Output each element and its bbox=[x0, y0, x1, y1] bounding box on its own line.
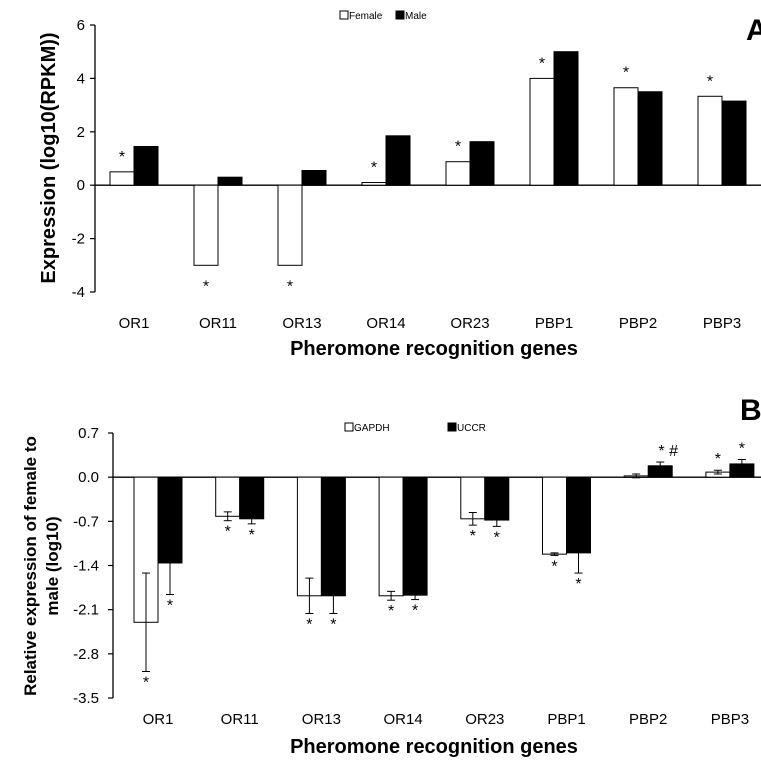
panel-a-y-axis-title: Expression (log10(RPKM)) bbox=[38, 32, 60, 283]
panel-a-y-tick-label: 4 bbox=[77, 70, 85, 87]
panel-a-bar-female bbox=[697, 95, 723, 186]
panel-b-x-tick-label: OR23 bbox=[465, 711, 504, 728]
panel-a-label: A bbox=[746, 14, 761, 47]
panel-b-x-tick-label: PBP3 bbox=[711, 711, 749, 728]
panel-a-x-tick-label: PBP3 bbox=[703, 315, 741, 332]
panel-b-bar-uccr bbox=[320, 476, 346, 597]
panel-b-y-tick-label: 0.7 bbox=[78, 425, 99, 442]
panel-b-significance-marker: * bbox=[739, 441, 745, 458]
panel-a-significance-marker: * bbox=[623, 65, 629, 82]
panel-b-x-tick-label: OR11 bbox=[221, 711, 259, 728]
panel-a-bar-male bbox=[133, 145, 159, 186]
panel-a-x-axis-title: Pheromone recognition genes bbox=[290, 338, 578, 360]
panel-a-significance-marker: * bbox=[371, 160, 377, 177]
panel-b-significance-marker: * bbox=[249, 527, 255, 544]
panel-b-significance-marker: * bbox=[494, 529, 500, 546]
panel-b-significance-marker: * # bbox=[658, 443, 678, 460]
panel-b-bar-gapdh bbox=[378, 476, 404, 597]
panel-b-significance-marker: * bbox=[551, 558, 557, 575]
panel-b-x-tick-label: PBP1 bbox=[547, 711, 585, 728]
panel-a-bar-male bbox=[217, 176, 243, 186]
panel-a-bar-male bbox=[637, 91, 663, 186]
panel-b-significance-marker: * bbox=[715, 451, 721, 468]
panel-a-chart: -4 -2 0 2 4 6 OR1 OR11 OR13 OR14 OR23 PBP1 PBP2 PBP3 *… bbox=[38, 10, 761, 360]
panel-b-significance-marker: * bbox=[167, 598, 173, 615]
panel-b-y-axis-title-line-2: male (log10) bbox=[43, 516, 62, 615]
panel-b-x-tick-label: PBP2 bbox=[629, 711, 667, 728]
panel-b-significance-marker: * bbox=[143, 675, 149, 692]
panel-b-bar-uccr bbox=[402, 476, 428, 596]
panel-a-bar-female bbox=[277, 184, 303, 266]
legend-swatch-male bbox=[395, 10, 405, 20]
panel-b-y-tick-label: -2.8 bbox=[73, 646, 99, 663]
panel-b-y-axis-title-line-1: Relative expression of female to bbox=[21, 436, 40, 696]
panel-a-bar-female bbox=[529, 77, 555, 186]
panel-b-y-tick-label: 0.0 bbox=[78, 469, 99, 486]
panel-b-bar-gapdh bbox=[296, 476, 322, 597]
legend-swatch-female bbox=[339, 10, 349, 20]
panel-b-y-tick-label: -1.4 bbox=[73, 558, 99, 575]
panel-a-x-tick-label: OR1 bbox=[119, 315, 150, 332]
panel-b-significance-marker: * bbox=[470, 528, 476, 545]
panel-a-bar-male bbox=[469, 141, 495, 186]
panel-a-bar-female bbox=[361, 182, 387, 186]
panel-a-bar-female bbox=[613, 87, 639, 186]
panel-a-x-tick-label: PBP2 bbox=[619, 315, 657, 332]
legend-label-female: Female bbox=[349, 11, 383, 22]
panel-a-x-tick-label: OR23 bbox=[450, 315, 489, 332]
panel-a-x-tick-label: PBP1 bbox=[535, 315, 573, 332]
panel-a-significance-marker: * bbox=[455, 139, 461, 156]
panel-a-x-tick-label: OR13 bbox=[282, 315, 321, 332]
legend-swatch-gapdh bbox=[344, 422, 354, 432]
panel-b-x-tick-label: OR13 bbox=[302, 711, 341, 728]
legend-label-male: Male bbox=[405, 11, 427, 22]
panel-a-y-tick-label: 6 bbox=[77, 17, 85, 34]
panel-b-significance-marker: * bbox=[412, 603, 418, 620]
panel-a-bar-female bbox=[193, 184, 219, 266]
panel-b-bar-gapdh bbox=[215, 476, 241, 517]
panel-a-significance-marker: * bbox=[707, 73, 713, 90]
panel-a-bar-female bbox=[109, 171, 135, 186]
panel-a-y-tick-label: 2 bbox=[77, 124, 85, 141]
panel-a-y-tick-label: -2 bbox=[72, 231, 85, 248]
panel-b-bar-gapdh bbox=[460, 476, 486, 520]
panel-b-y-tick-label: -2.1 bbox=[73, 602, 99, 619]
legend-swatch-uccr bbox=[447, 422, 457, 432]
panel-b-x-tick-label: OR1 bbox=[143, 711, 174, 728]
panel-b-y-tick-label: -3.5 bbox=[73, 690, 99, 707]
panel-a-significance-marker: * bbox=[539, 55, 545, 72]
panel-b-label: B bbox=[740, 394, 761, 427]
panel-b-x-axis-title: Pheromone recognition genes bbox=[290, 736, 578, 758]
panel-b-significance-marker: * bbox=[575, 576, 581, 593]
panel-a-y-tick-label: -4 bbox=[72, 284, 85, 301]
panel-b-chart: -3.5 -2.8 -2.1 -1.4 -0.7 0.0 0.7 OR1 OR11 OR13 OR1… bbox=[21, 394, 761, 758]
panel-a-bar-female bbox=[445, 161, 471, 186]
panel-b-significance-marker: * bbox=[306, 616, 312, 633]
panel-b-significance-marker: * bbox=[388, 603, 394, 620]
panel-a-y-tick-label: 0 bbox=[77, 177, 85, 194]
panel-a-x-tick-label: OR14 bbox=[366, 315, 405, 332]
panel-b-x-tick-label: OR14 bbox=[384, 711, 423, 728]
panel-b-significance-marker: * bbox=[330, 616, 336, 633]
panel-a-x-tick-label: OR11 bbox=[199, 315, 237, 332]
panel-a-bar-male bbox=[721, 100, 747, 186]
panel-b-bar-uccr bbox=[239, 476, 265, 520]
panel-b-bar-gapdh bbox=[542, 476, 567, 555]
panel-b-bar-uccr bbox=[484, 476, 510, 521]
panel-a-significance-marker: * bbox=[203, 278, 209, 295]
panel-b-significance-marker: * bbox=[225, 524, 231, 541]
panel-a-significance-marker: * bbox=[287, 278, 293, 295]
legend-label-gapdh: GAPDH bbox=[354, 423, 390, 434]
panel-a-bar-male bbox=[385, 135, 411, 186]
panel-a-bar-male bbox=[301, 170, 327, 186]
panel-b-y-tick-label: -0.7 bbox=[73, 513, 99, 530]
panel-a-significance-marker: * bbox=[119, 149, 125, 166]
panel-a-bar-male bbox=[553, 51, 579, 186]
legend-label-uccr: UCCR bbox=[457, 423, 486, 434]
